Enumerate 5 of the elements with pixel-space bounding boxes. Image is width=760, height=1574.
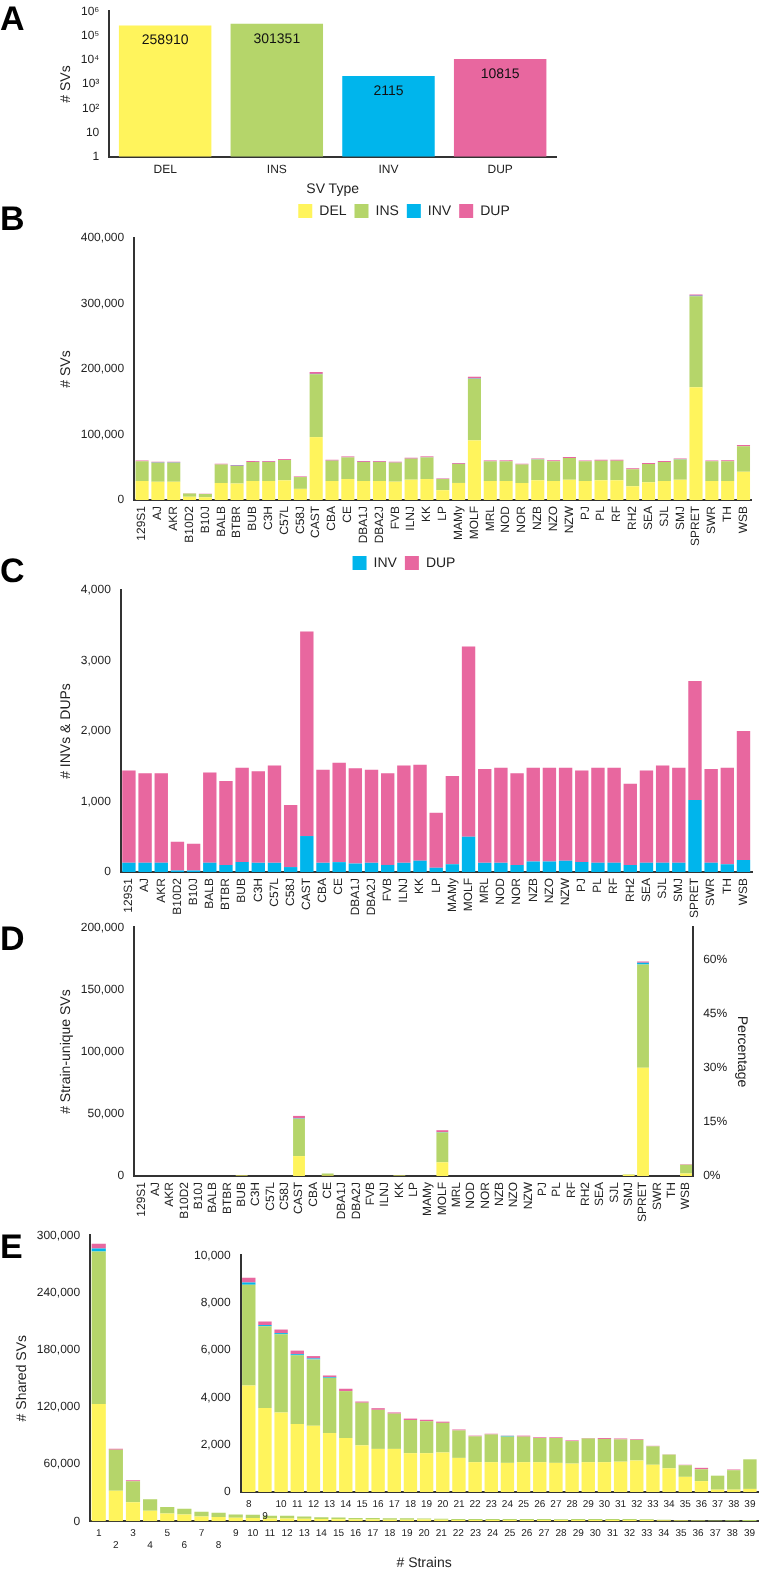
chart-title: B <box>0 200 25 240</box>
chart-title: E <box>0 1228 23 1268</box>
chart-title: C <box>0 552 25 592</box>
chart-title: D <box>0 920 25 960</box>
chart-title: A <box>0 0 25 40</box>
